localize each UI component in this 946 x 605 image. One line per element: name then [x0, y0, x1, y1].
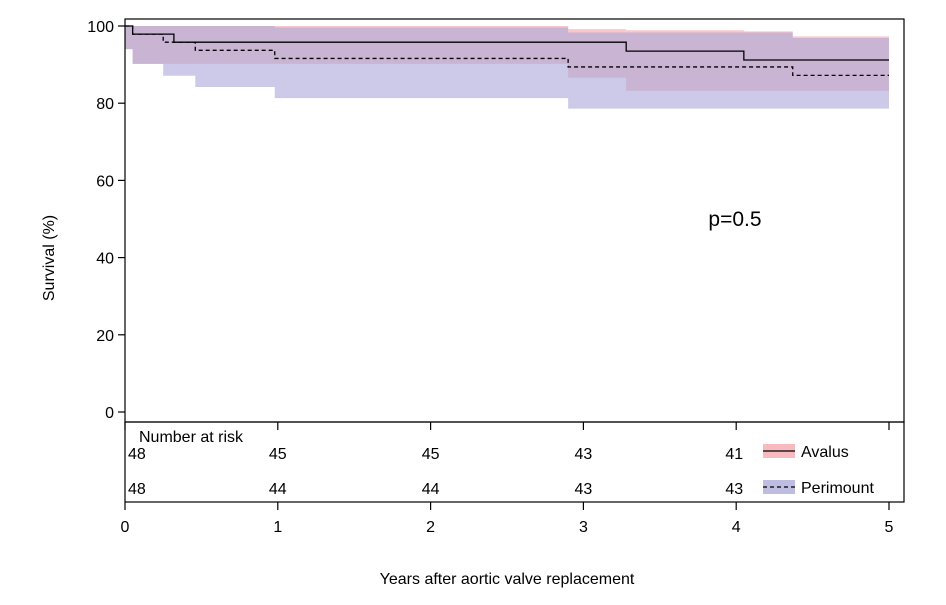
- risk-count: 43: [575, 481, 593, 498]
- x-axis-title: Years after aortic valve replacement: [380, 571, 635, 588]
- risk-count: 45: [422, 446, 440, 463]
- y-tick-label: 80: [96, 96, 114, 113]
- y-tick-label: 40: [96, 251, 114, 268]
- legend-label-perimount: Perimount: [801, 480, 874, 497]
- p-value-annotation: p=0.5: [708, 208, 761, 231]
- survival-curves: [125, 25, 889, 77]
- confidence-bands: [125, 26, 889, 109]
- risk-count: 48: [128, 446, 146, 463]
- risk-count: 45: [269, 446, 287, 463]
- ci-band-perimount: [125, 26, 889, 109]
- risk-count: 48: [128, 481, 146, 498]
- y-tick-label: 0: [105, 405, 114, 422]
- legend-label-avalus: Avalus: [801, 444, 849, 461]
- x-tick-label: 5: [885, 519, 894, 536]
- risk-count: 44: [269, 481, 287, 498]
- risk-table-frame: [124, 421, 905, 503]
- survival-line-avalus: [125, 25, 889, 61]
- y-axis-title: Survival (%): [41, 215, 58, 301]
- risk-count: 43: [575, 446, 593, 463]
- risk-count: 41: [725, 446, 743, 463]
- y-tick-label: 60: [96, 173, 114, 190]
- x-tick-label: 2: [426, 519, 435, 536]
- risk-table-cells: 48 45 45 43 41 48 44 44 43 43: [128, 446, 743, 498]
- risk-table-title: Number at risk: [139, 429, 244, 446]
- y-tick-label: 20: [96, 328, 114, 345]
- survival-line-perimount: [125, 25, 889, 77]
- risk-count: 43: [725, 481, 743, 498]
- y-axis: 0 20 40 60 80 100: [87, 19, 125, 422]
- x-tick-label: 1: [273, 519, 282, 536]
- risk-count: 44: [422, 481, 440, 498]
- legend: Avalus Perimount: [763, 444, 874, 497]
- x-tick-label: 3: [579, 519, 588, 536]
- x-tick-label: 4: [732, 519, 741, 536]
- x-tick-label: 0: [121, 519, 130, 536]
- y-tick-label: 100: [87, 19, 114, 36]
